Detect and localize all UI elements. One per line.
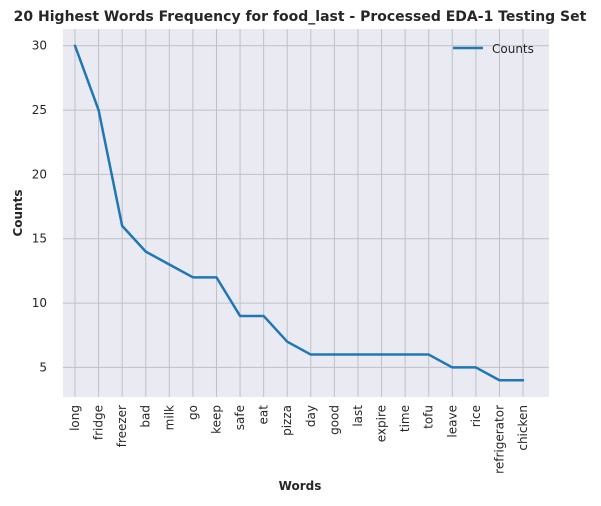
x-tick-label-chicken: chicken [516,405,530,451]
x-tick-label-fridge: fridge [92,405,106,440]
x-tick-label-last: last [351,405,365,427]
x-axis-label: Words [279,479,322,493]
y-axis-label: Counts [11,189,25,236]
x-tick-label-eat: eat [257,405,271,425]
x-tick-label-day: day [304,405,318,427]
x-tick-label-expire: expire [375,405,389,442]
x-tick-label-keep: keep [209,405,223,434]
y-tick-label-15: 15 [32,232,47,246]
x-tick-label-go: go [186,405,200,420]
y-tick-label-5: 5 [39,360,47,374]
y-tick-label-10: 10 [32,296,47,310]
y-tick-label-30: 30 [32,39,47,53]
x-tick-label-tofu: tofu [422,405,436,429]
y-tick-label-25: 25 [32,103,47,117]
x-tick-label-refrigerator: refrigerator [492,405,506,474]
x-tick-label-leave: leave [445,405,459,438]
x-tick-label-pizza: pizza [280,405,294,436]
x-tick-label-freezer: freezer [115,405,129,447]
x-tick-label-good: good [327,405,341,435]
x-tick-label-long: long [68,405,82,431]
x-tick-label-milk: milk [162,405,176,430]
x-tick-label-safe: safe [233,405,247,430]
chart-title: 20 Highest Words Frequency for food_last… [14,9,587,25]
legend-label-counts: Counts [492,42,534,56]
x-tick-label-bad: bad [139,405,153,428]
x-tick-label-time: time [398,405,412,432]
y-tick-label-20: 20 [32,167,47,181]
x-tick-label-rice: rice [469,405,483,427]
